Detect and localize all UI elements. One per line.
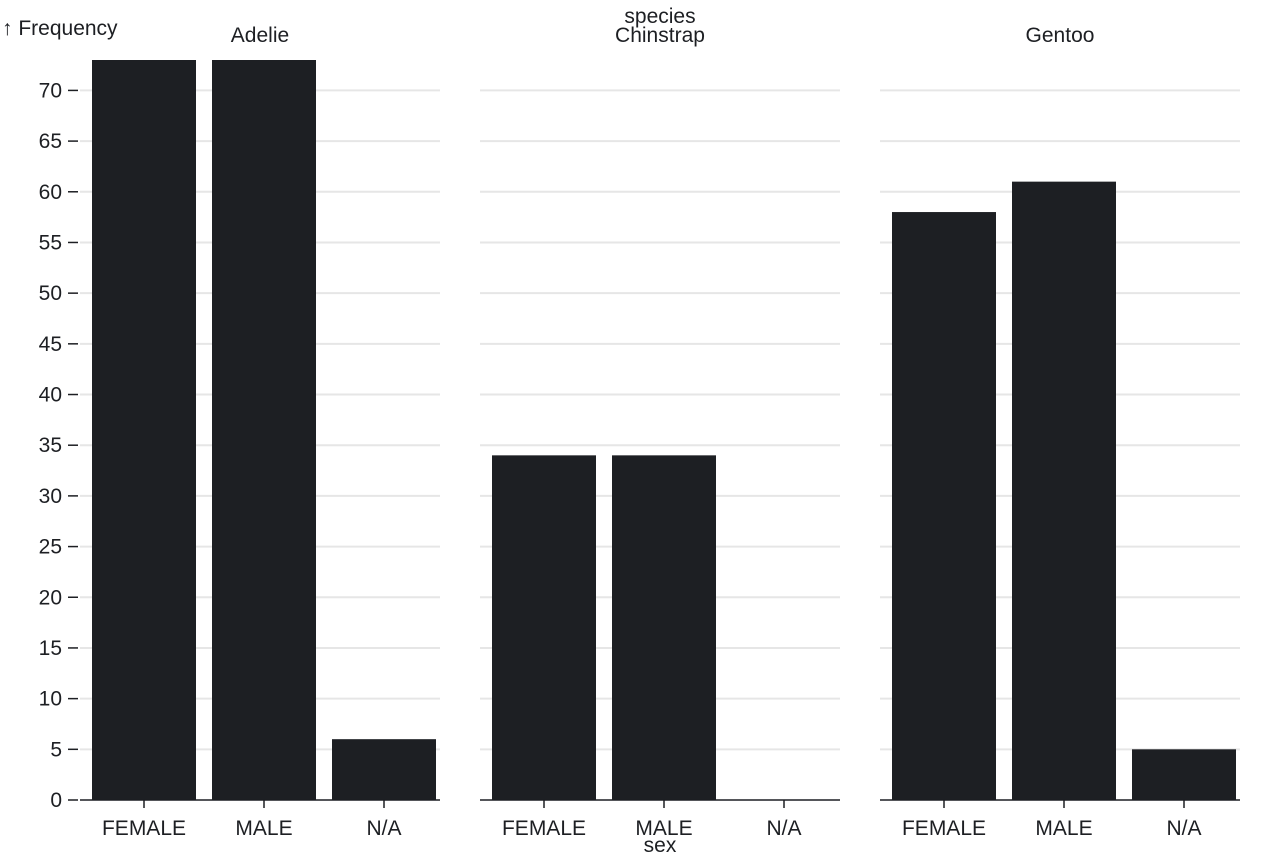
x-tick-label: MALE bbox=[635, 817, 692, 840]
y-tick-label: 0 bbox=[50, 789, 62, 812]
x-tick-label: MALE bbox=[235, 817, 292, 840]
x-tick-label: N/A bbox=[1166, 817, 1201, 840]
bar bbox=[1012, 181, 1116, 801]
y-axis-label: ↑ Frequency bbox=[2, 17, 118, 40]
bar bbox=[612, 455, 716, 800]
y-tick-label: 30 bbox=[39, 485, 62, 508]
x-tick-label: FEMALE bbox=[502, 817, 586, 840]
facet-title: Adelie bbox=[231, 24, 289, 47]
x-tick-label: N/A bbox=[766, 817, 801, 840]
y-tick-label: 45 bbox=[39, 333, 62, 356]
y-tick-label: 70 bbox=[39, 79, 62, 102]
labels-layer: ↑ Frequency species sex 0 5 10 15 20 25 30 35 40… bbox=[2, 5, 1202, 857]
bar bbox=[892, 212, 996, 800]
y-tick-label: 60 bbox=[39, 181, 62, 204]
bar bbox=[92, 60, 196, 800]
y-tick-label: 40 bbox=[39, 384, 62, 407]
y-tick-label: 15 bbox=[39, 637, 62, 660]
bar bbox=[212, 60, 316, 800]
bar bbox=[332, 739, 436, 800]
facet-title: Chinstrap bbox=[615, 24, 705, 47]
x-axis-label: sex bbox=[644, 834, 677, 857]
bar bbox=[1132, 749, 1236, 800]
x-tick-label: N/A bbox=[366, 817, 401, 840]
facet-axis-label: species bbox=[624, 5, 695, 28]
y-tick-label: 65 bbox=[39, 130, 62, 153]
y-tick-label: 25 bbox=[39, 536, 62, 559]
y-tick-label: 35 bbox=[39, 434, 62, 457]
bars-layer bbox=[92, 60, 1236, 801]
x-tick-label: FEMALE bbox=[102, 817, 186, 840]
y-tick-label: 20 bbox=[39, 586, 62, 609]
x-tick-label: FEMALE bbox=[902, 817, 986, 840]
facet-title: Gentoo bbox=[1026, 24, 1095, 47]
y-tick-label: 10 bbox=[39, 688, 62, 711]
axes-layer bbox=[68, 89, 1240, 808]
y-tick-label: 5 bbox=[50, 738, 62, 761]
x-tick-label: MALE bbox=[1035, 817, 1092, 840]
y-tick-label: 55 bbox=[39, 231, 62, 254]
bar bbox=[492, 455, 596, 800]
y-tick-label: 50 bbox=[39, 282, 62, 305]
